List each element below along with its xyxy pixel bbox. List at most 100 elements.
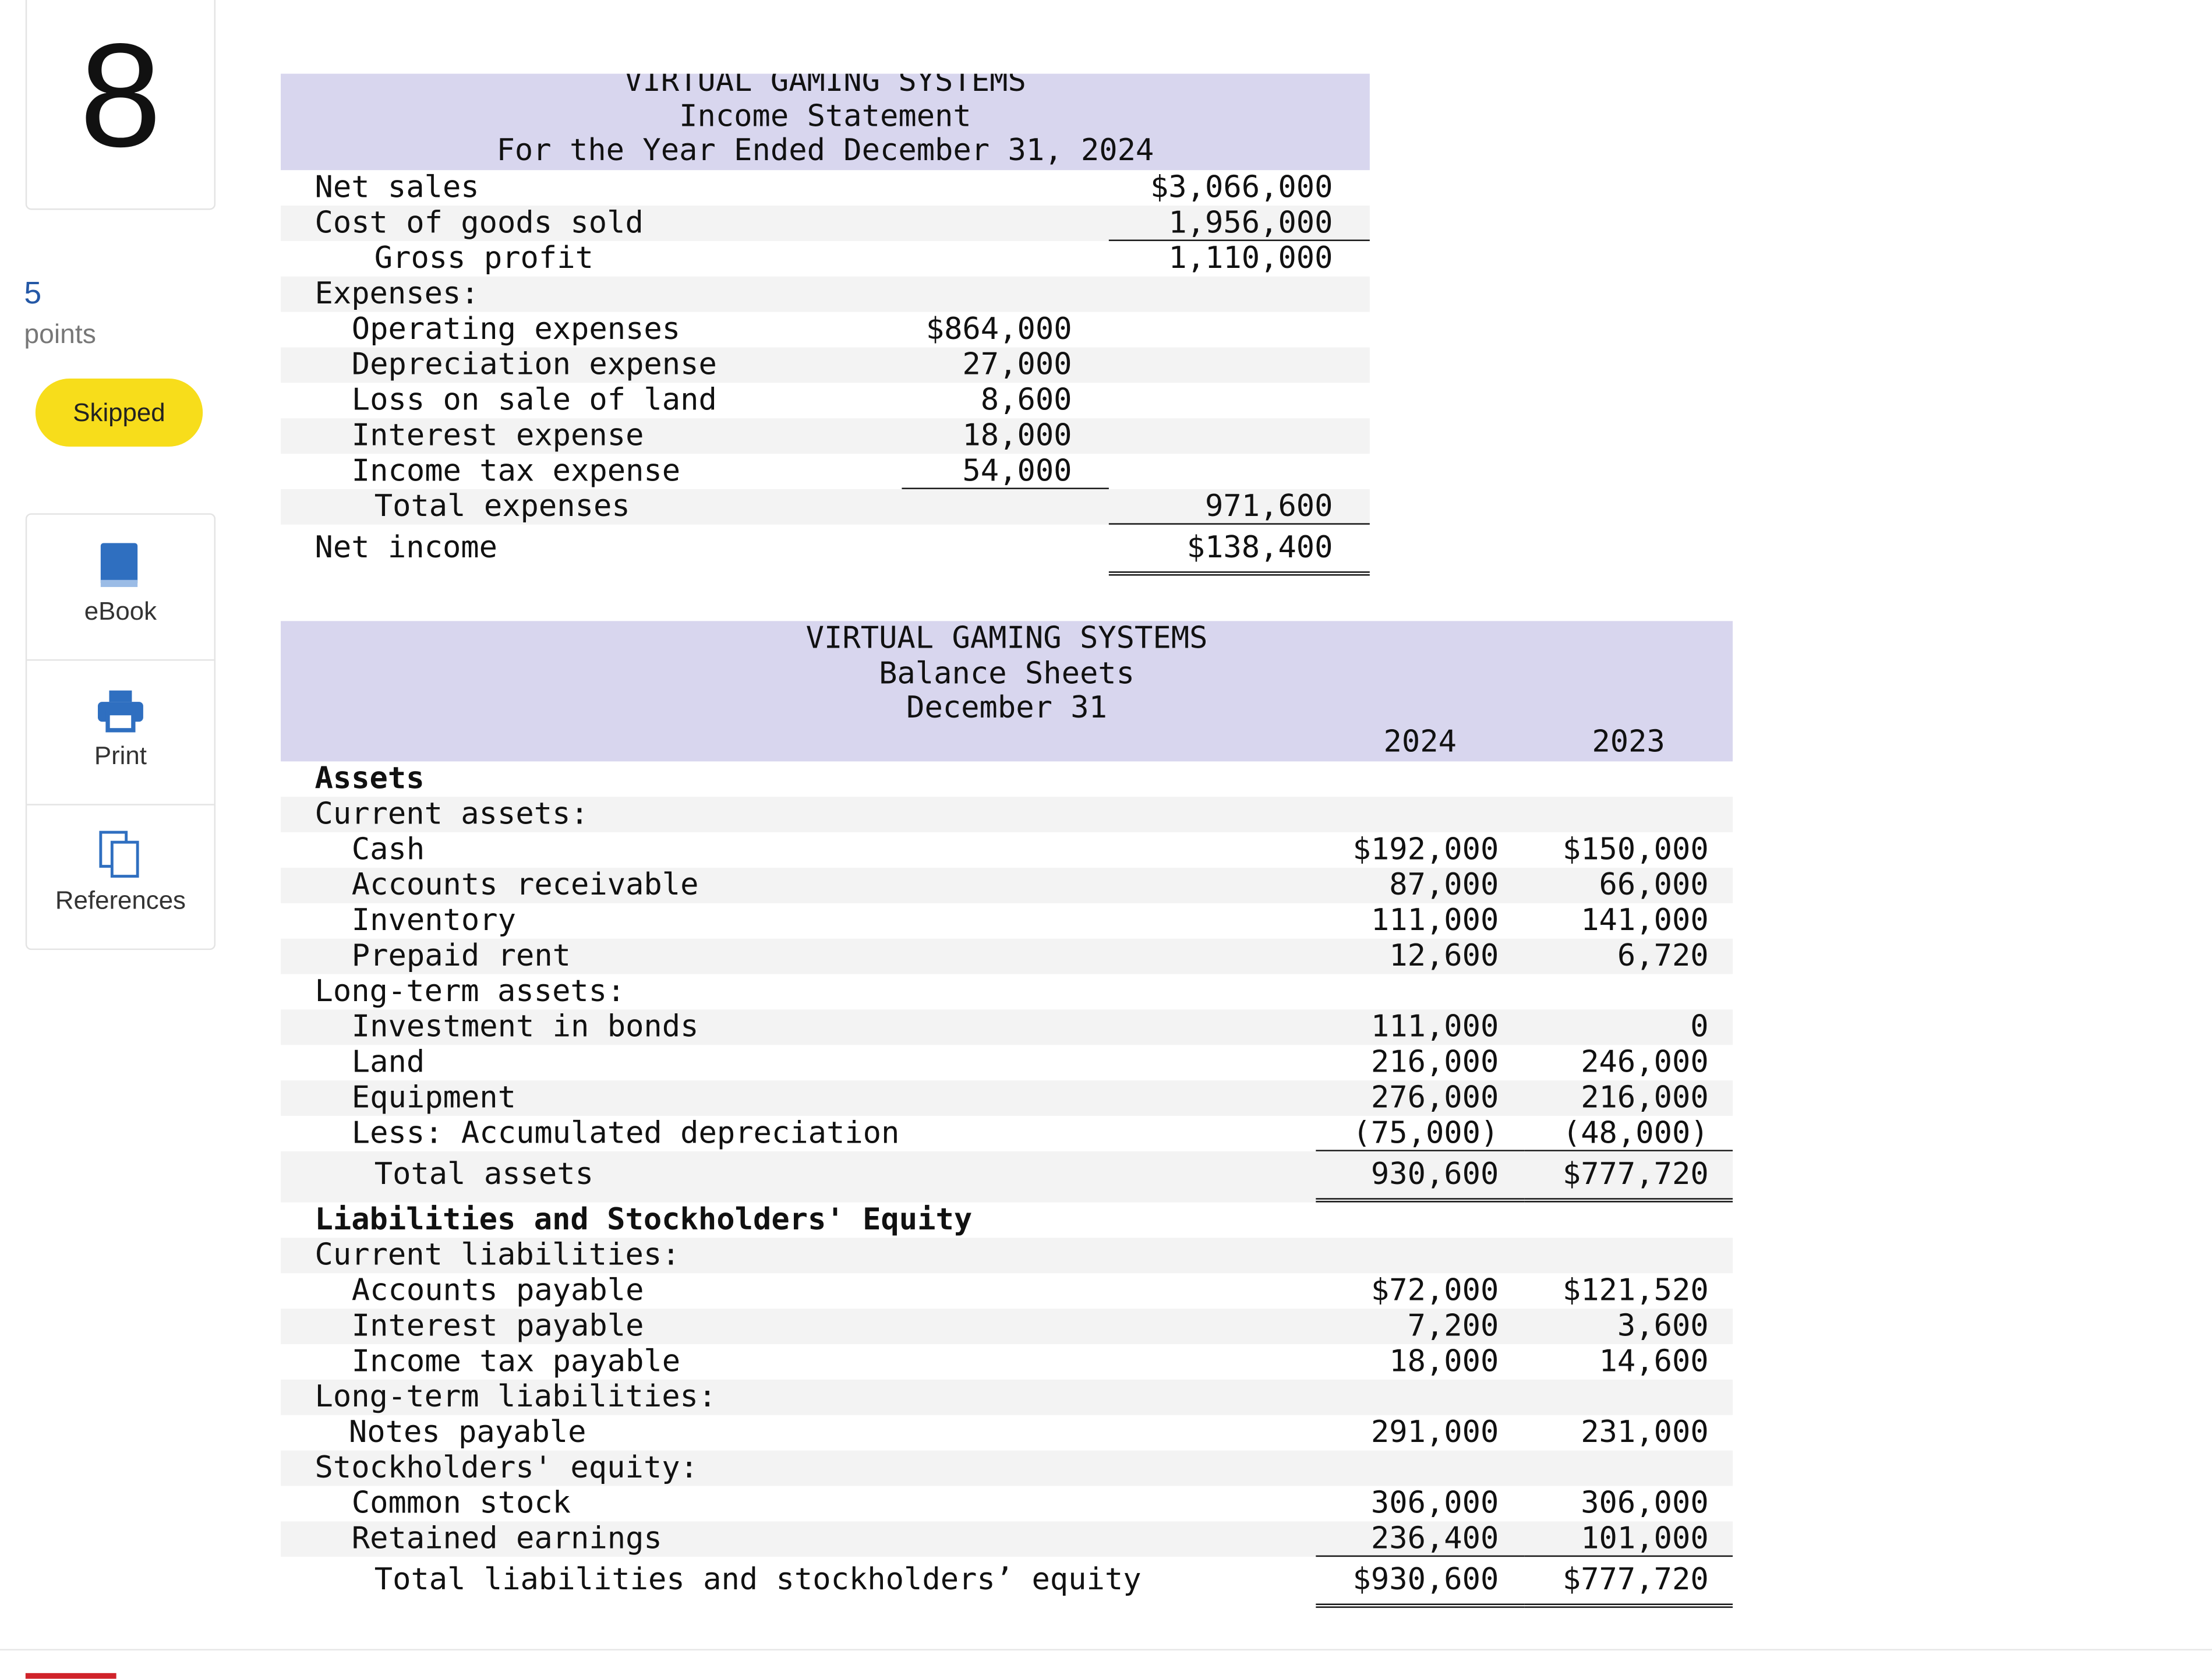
amount: 111,000: [1370, 1009, 1499, 1045]
row-label: Total assets: [374, 1157, 593, 1193]
amount: $150,000: [1562, 832, 1709, 868]
statement-row: Net income $138,400: [281, 525, 1370, 576]
amount: $777,720: [1524, 1557, 1733, 1608]
amount: $864,000: [925, 312, 1072, 348]
amount: 8,600: [980, 383, 1072, 419]
references-button[interactable]: References: [27, 804, 214, 948]
amount: 236,400: [1316, 1521, 1525, 1557]
statement-row: Long-term liabilities:: [281, 1379, 1733, 1415]
amount: $72,000: [1370, 1273, 1499, 1309]
row-label: Income tax payable: [351, 1344, 681, 1380]
statement-row: Cost of goods sold 1,956,000: [281, 206, 1370, 241]
amount: $3,066,000: [1150, 170, 1333, 206]
amount: 246,000: [1581, 1045, 1709, 1081]
row-label: Total liabilities and stockholders’ equi…: [374, 1562, 1142, 1598]
row-label: Inventory: [351, 903, 516, 939]
statement-row: Assets: [281, 761, 1733, 797]
income-rows: Net sales $3,066,000 Cost of goods sold 1,9…: [281, 170, 1370, 576]
statement-row: Current assets:: [281, 797, 1733, 833]
tools-card: eBook Print References: [25, 513, 216, 950]
statement-row: Liabilities and Stockholders' Equity: [281, 1203, 1733, 1238]
amount: (75,000): [1316, 1116, 1525, 1151]
row-label: Current assets:: [315, 797, 589, 833]
progress-marker: [25, 1673, 116, 1679]
statement-row: Net sales $3,066,000: [281, 170, 1370, 206]
ebook-button[interactable]: eBook: [27, 515, 214, 661]
statement-row: Operating expenses $864,000: [281, 312, 1370, 348]
statement-row: Total expenses 971,600: [281, 489, 1370, 525]
question-number-card: 8: [25, 0, 216, 210]
tool-label: eBook: [84, 596, 157, 625]
amount: 3,600: [1617, 1309, 1709, 1345]
amount: $192,000: [1352, 832, 1499, 868]
row-label: Net income: [315, 530, 498, 566]
statement-row: Depreciation expense 27,000: [281, 347, 1370, 383]
amount: 18,000: [962, 418, 1072, 454]
amount: 0: [1690, 1009, 1709, 1045]
amount: $930,600: [1316, 1557, 1525, 1608]
row-label: Interest payable: [351, 1309, 644, 1345]
row-label: Assets: [315, 761, 425, 797]
amount: $777,720: [1524, 1151, 1733, 1203]
status-badge: Skipped: [35, 379, 203, 447]
row-label: Liabilities and Stockholders' Equity: [315, 1202, 973, 1238]
references-icon: [99, 830, 139, 878]
statement-row: Land 216,000 246,000: [281, 1045, 1733, 1080]
amount: 276,000: [1370, 1080, 1499, 1116]
year-label: 2024: [1383, 724, 1457, 760]
row-label: Accounts payable: [351, 1273, 644, 1309]
statement-row: Interest payable 7,200 3,600: [281, 1309, 1733, 1345]
print-button[interactable]: Print: [27, 659, 214, 805]
amount: 1,956,000: [1108, 206, 1370, 241]
amount: 87,000: [1389, 867, 1499, 903]
amount: 18,000: [1389, 1344, 1499, 1380]
ebook-icon: [100, 543, 138, 587]
amount: 66,000: [1599, 867, 1709, 903]
amount: $121,520: [1562, 1273, 1709, 1309]
balance-header: VIRTUAL GAMING SYSTEMS Balance Sheets De…: [281, 621, 1733, 762]
row-label: Prepaid rent: [351, 938, 571, 974]
statement-row: Notes payable 291,000 231,000: [281, 1415, 1733, 1451]
row-label: Investment in bonds: [351, 1009, 699, 1045]
amount: (48,000): [1524, 1116, 1733, 1151]
amount: 1,110,000: [1168, 241, 1333, 277]
statement-row: Cash $192,000 $150,000: [281, 832, 1733, 868]
balance-rows: Assets Current assets: Cash $192,000 $150,00…: [281, 761, 1733, 1608]
statement-row: Total assets 930,600 $777,720: [281, 1151, 1733, 1203]
row-label: Gross profit: [374, 241, 593, 277]
amount: 101,000: [1524, 1521, 1733, 1557]
amount: 27,000: [962, 347, 1072, 383]
statement-row: Prepaid rent 12,600 6,720: [281, 938, 1733, 974]
income-header: VIRTUAL GAMING SYSTEMS Income Statement …: [281, 73, 1370, 171]
statement-row: Retained earnings 236,400 101,000: [281, 1521, 1733, 1557]
statement-row: Stockholders' equity:: [281, 1450, 1733, 1486]
statement-row: Inventory 111,000 141,000: [281, 903, 1733, 939]
amount: 54,000: [902, 454, 1109, 489]
amount: 12,600: [1389, 938, 1499, 974]
statement-row: Equipment 276,000 216,000: [281, 1080, 1733, 1116]
amount: 111,000: [1370, 903, 1499, 939]
amount: 14,600: [1599, 1344, 1709, 1380]
amount: 306,000: [1581, 1486, 1709, 1522]
amount: 6,720: [1617, 938, 1709, 974]
statement-row: Income tax payable 18,000 14,600: [281, 1344, 1733, 1380]
income-statement: VIRTUAL GAMING SYSTEMS Income Statement …: [281, 73, 1370, 576]
row-label: Depreciation expense: [351, 347, 717, 383]
row-label: Expenses:: [315, 276, 479, 312]
amount: 306,000: [1370, 1486, 1499, 1522]
question-number: 8: [79, 14, 162, 179]
title-line: December 31: [906, 690, 1108, 726]
amount: 141,000: [1581, 903, 1709, 939]
print-icon: [97, 690, 143, 733]
amount: 216,000: [1581, 1080, 1709, 1116]
statement-row: Long-term assets:: [281, 974, 1733, 1010]
balance-sheet: VIRTUAL GAMING SYSTEMS Balance Sheets De…: [281, 621, 1733, 1608]
title-line: Balance Sheets: [879, 656, 1135, 692]
row-label: Long-term liabilities:: [315, 1379, 717, 1415]
title-line: VIRTUAL GAMING SYSTEMS: [624, 73, 1026, 100]
amount: 291,000: [1370, 1415, 1499, 1451]
points-value: 5: [24, 275, 42, 311]
row-label: Long-term assets:: [315, 974, 626, 1010]
statement-row: Current liabilities:: [281, 1238, 1733, 1274]
